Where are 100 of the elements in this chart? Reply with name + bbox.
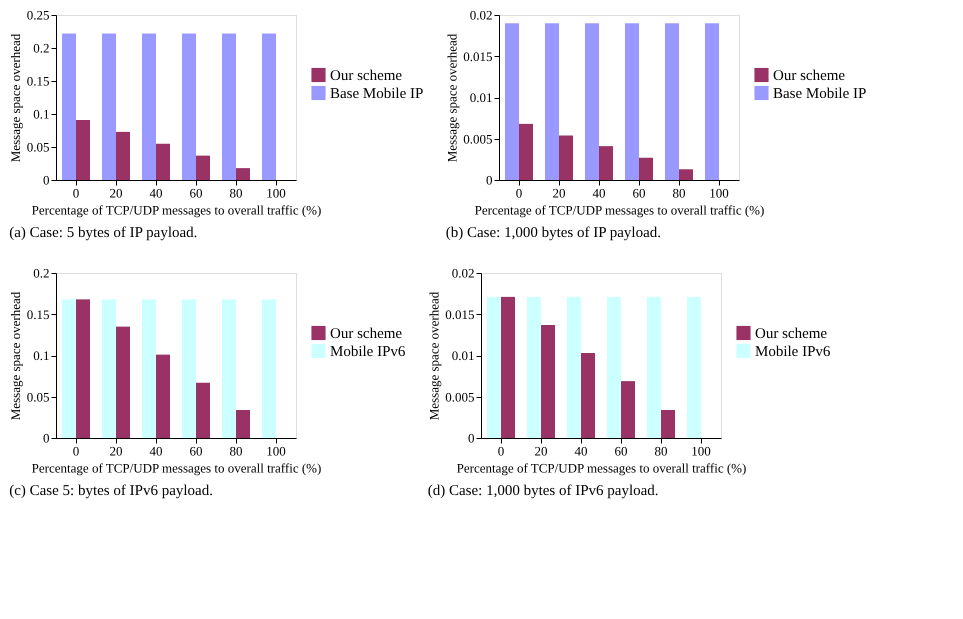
- bar: [142, 299, 156, 438]
- y-tick-label: 0.1: [33, 348, 50, 363]
- x-tick-label: 60: [632, 186, 646, 200]
- bar: [116, 132, 130, 180]
- y-tick-label: 0.015: [445, 306, 474, 322]
- y-tick-label: 0.02: [470, 8, 492, 22]
- bar: [679, 169, 693, 180]
- x-tick-label: 40: [150, 186, 162, 200]
- y-axis-title: Message space overhead: [426, 291, 442, 420]
- legend-label: Mobile IPv6: [330, 344, 406, 360]
- y-tick-label: 0.01: [452, 348, 474, 363]
- x-tick-label: 60: [190, 186, 202, 200]
- bar: [639, 158, 653, 180]
- bar: [585, 23, 599, 180]
- legend-label: Base Mobile IP: [773, 86, 866, 102]
- x-tick-label: 0: [72, 444, 80, 458]
- bar: [262, 299, 276, 438]
- y-tick-label: 0.05: [26, 140, 50, 154]
- legend-label: Mobile IPv6: [755, 344, 831, 360]
- bar: [262, 33, 276, 180]
- y-tick-label: 0.25: [26, 8, 50, 22]
- bar: [647, 296, 661, 438]
- bar: [705, 23, 719, 180]
- y-axis-title: Message space overhead: [444, 33, 460, 162]
- text: (b) Case: 1,000 bytes of IP payload.: [446, 225, 661, 241]
- x-tick-label: 40: [150, 444, 162, 458]
- x-tick-label: 80: [654, 444, 668, 458]
- bar: [236, 168, 250, 180]
- legend-label: Our scheme: [773, 68, 846, 84]
- bar: [196, 382, 210, 438]
- y-tick-label: 0: [43, 172, 50, 188]
- x-tick-label: 40: [574, 444, 588, 458]
- text: (c) Case 5: bytes of IPv6 payload.: [9, 483, 213, 499]
- legend-label: Our scheme: [755, 326, 828, 342]
- x-tick-label: 20: [552, 186, 566, 200]
- bar: [102, 33, 116, 180]
- bar: [487, 296, 501, 438]
- bar: [142, 33, 156, 180]
- bar: [661, 410, 675, 438]
- x-tick-label: 80: [230, 444, 242, 458]
- y-tick-label: 0.005: [445, 389, 474, 404]
- bar: [156, 144, 170, 180]
- y-tick-label: 0.2: [33, 266, 50, 280]
- bar: [76, 120, 90, 180]
- x-tick-label: 100: [266, 186, 286, 200]
- y-tick-label: 0: [486, 172, 492, 188]
- x-tick-label: 0: [516, 186, 522, 200]
- bar: [687, 296, 701, 438]
- bar: [607, 296, 621, 438]
- y-axis-title: Message space overhead: [8, 33, 23, 162]
- text: (d) Case: 1,000 bytes of IPv6 payload.: [428, 483, 659, 499]
- y-tick-label: 0: [43, 430, 50, 446]
- bar: [182, 299, 196, 438]
- bar: [625, 23, 639, 180]
- bar: [62, 33, 76, 180]
- y-tick-label: 0.2: [33, 40, 50, 56]
- x-tick-label: 80: [230, 186, 242, 200]
- x-tick-label: 100: [691, 444, 711, 458]
- bar: [116, 326, 130, 438]
- x-tick-label: 0: [72, 186, 80, 200]
- x-axis-title: Percentage of TCP/UDP messages to overall traffic (%): [32, 460, 322, 476]
- x-tick-label: 40: [592, 186, 606, 200]
- x-tick-label: 80: [672, 186, 686, 200]
- bar: [236, 410, 250, 438]
- bar: [541, 324, 555, 438]
- x-tick-label: 60: [614, 444, 628, 458]
- bar: [581, 353, 595, 438]
- bar: [222, 33, 236, 180]
- x-tick-label: 20: [110, 186, 122, 200]
- x-axis-title: Percentage of TCP/UDP messages to overall traffic (%): [474, 202, 764, 218]
- y-tick-label: 0.02: [452, 266, 474, 280]
- x-tick-label: 20: [534, 444, 548, 458]
- bar: [621, 381, 635, 438]
- text: (a) Case: 5 bytes of IP payload.: [9, 225, 198, 241]
- y-tick-label: 0.1: [33, 106, 50, 122]
- bar: [156, 354, 170, 438]
- bar: [505, 23, 519, 180]
- y-tick-label: 0.01: [470, 90, 492, 105]
- bar: [62, 299, 76, 438]
- bar: [665, 23, 679, 180]
- x-tick-label: 60: [190, 444, 202, 458]
- bar: [222, 299, 236, 438]
- x-tick-label: 100: [266, 444, 286, 458]
- y-tick-label: 0.15: [26, 74, 50, 88]
- y-tick-label: 0.005: [463, 131, 492, 146]
- legend-label: Base Mobile IP: [330, 86, 424, 102]
- y-tick-label: 0.05: [26, 389, 50, 404]
- y-tick-label: 0: [468, 430, 474, 446]
- y-tick-label: 0.15: [26, 306, 50, 322]
- bar: [559, 135, 573, 180]
- bar: [599, 146, 613, 180]
- y-tick-label: 0.015: [463, 48, 492, 64]
- bar: [527, 296, 541, 438]
- x-tick-label: 100: [709, 186, 729, 200]
- bar: [567, 296, 581, 438]
- legend-label: Our scheme: [330, 326, 402, 342]
- bar: [182, 33, 196, 180]
- bar: [102, 299, 116, 438]
- bar: [76, 299, 90, 438]
- x-tick-label: 0: [498, 444, 504, 458]
